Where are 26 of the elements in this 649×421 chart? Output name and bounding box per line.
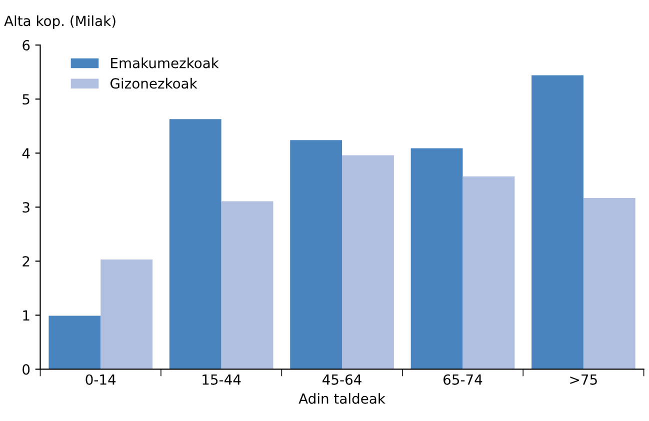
bar (221, 201, 274, 370)
bar (410, 148, 463, 370)
x-axis-title: Adin taldeak (298, 393, 386, 404)
x-tick-label: 45-64 (322, 374, 362, 385)
bar (342, 155, 394, 370)
y-tick-label: 4 (22, 148, 30, 158)
y-tick-label: 0 (22, 364, 30, 375)
y-tick-label: 1 (23, 310, 30, 320)
bar (583, 198, 636, 370)
legend-label: Gizonezkoak (110, 78, 198, 89)
x-tick-label: 15-44 (202, 374, 241, 385)
x-tick-label: >75 (570, 374, 597, 385)
bar (532, 75, 584, 370)
y-tick-label: 5 (22, 94, 30, 105)
bar (100, 260, 152, 370)
bar (462, 176, 515, 370)
x-tick-label: 0-14 (86, 374, 116, 385)
y-tick-label: 3 (22, 202, 30, 213)
y-tick-label: 2 (22, 256, 30, 266)
y-tick-label: 6 (22, 40, 30, 51)
x-tick-label: 65-74 (444, 374, 482, 385)
bar (169, 119, 222, 370)
legend-label: Emakumezkoak (111, 58, 219, 68)
y-axis-title: Alta kop. (Milak) (4, 15, 116, 29)
bar (48, 316, 101, 370)
bar (290, 140, 342, 370)
